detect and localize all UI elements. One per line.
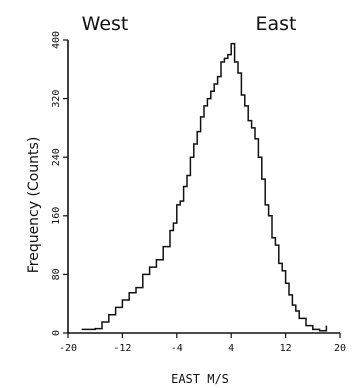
x-tick-label: -12	[113, 343, 131, 354]
x-tick-label: 12	[280, 343, 292, 354]
x-tick-label: -20	[59, 343, 77, 354]
x-tick-label: -4	[171, 343, 183, 354]
y-tick-label: 240	[51, 148, 62, 166]
x-tick-label: 4	[228, 343, 234, 354]
y-tick-label: 160	[51, 207, 62, 225]
x-axis-label: EAST M/S	[171, 372, 229, 386]
y-tick-label: 400	[51, 31, 62, 49]
header-west: West	[82, 13, 129, 35]
header-east: East	[256, 13, 297, 35]
y-tick-label: 320	[51, 90, 62, 108]
y-axis-label: Frequency (Counts)	[26, 137, 42, 274]
frequency-series-line	[81, 42, 328, 332]
y-tick-label: 0	[51, 330, 62, 336]
y-tick-label: 80	[51, 268, 62, 280]
x-tick-label: 20	[334, 343, 346, 354]
axes	[67, 40, 340, 334]
y-axis-ticks: 0 80 160 240 320 400	[51, 31, 68, 336]
x-axis-ticks: -20 -12 -4 4 12 20	[59, 333, 346, 354]
